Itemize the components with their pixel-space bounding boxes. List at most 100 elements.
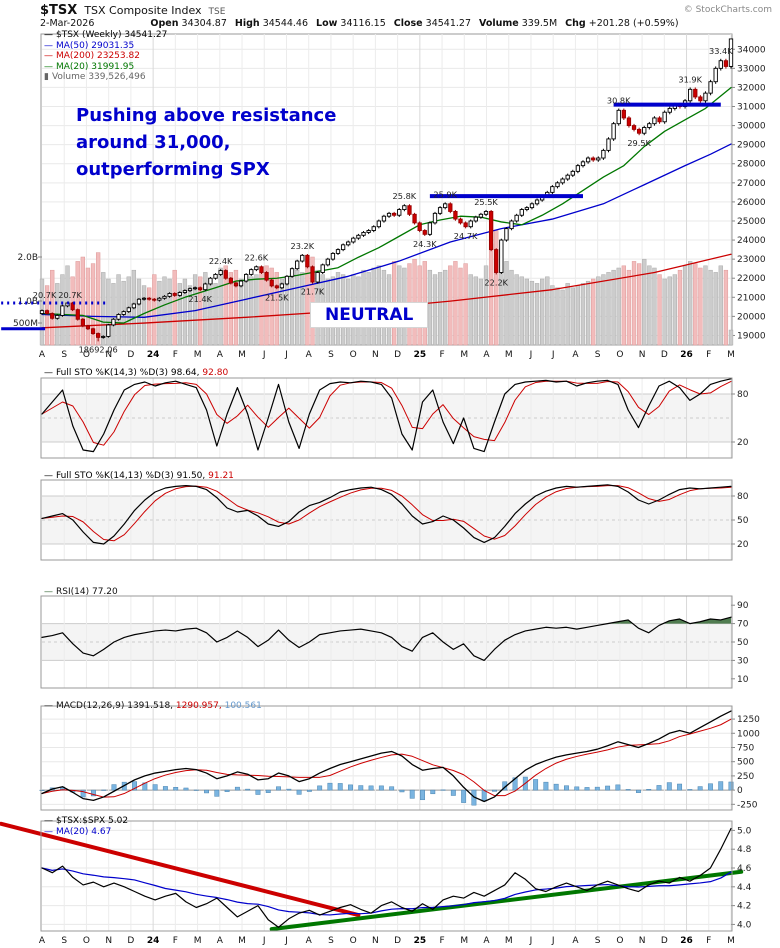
svg-text:D: D: [127, 350, 134, 360]
svg-text:22.6K: 22.6K: [245, 252, 269, 262]
svg-text:F: F: [439, 936, 444, 946]
svg-text:N: N: [639, 936, 646, 946]
svg-text:50: 50: [737, 516, 749, 526]
svg-text:25000: 25000: [737, 217, 766, 227]
svg-text:J: J: [551, 350, 555, 360]
annotation-headline: Pushing above resistance around 31,000, …: [76, 102, 336, 183]
svg-text:M: M: [238, 936, 246, 946]
symbol: $TSX: [40, 3, 78, 18]
svg-text:D: D: [394, 350, 401, 360]
line-glyph: —: [44, 61, 53, 72]
svg-text:4.6: 4.6: [737, 864, 752, 874]
price-chart-panel: 34000 33000 32000 31000 30000 29000 28000 27000…: [0, 28, 780, 362]
sto-slow-legend: — Full STO %K(14,13) %D(3) 91.50, 91.21: [44, 471, 234, 482]
quote-change: Chg +201.28 (+0.59%): [565, 18, 679, 29]
svg-text:A: A: [483, 350, 490, 360]
tsx-spx-ratio-panel: 5.0 4.8 4.6 4.4 4.2 4.0 A S O N D 24 F M A M J J A S O N D 25 F M…: [0, 813, 780, 948]
svg-text:27000: 27000: [737, 179, 766, 189]
svg-text:D: D: [661, 350, 668, 360]
svg-text:F: F: [706, 936, 711, 946]
svg-text:22000: 22000: [737, 274, 766, 284]
rsi-value: 77.20: [91, 587, 118, 597]
svg-text:J: J: [551, 936, 555, 946]
svg-text:24000: 24000: [737, 236, 766, 246]
line-glyph: —: [44, 30, 53, 40]
svg-text:4.4: 4.4: [737, 883, 752, 893]
svg-text:21.4K: 21.4K: [188, 294, 212, 304]
line-glyph: —: [44, 816, 53, 826]
svg-text:33000: 33000: [737, 64, 766, 74]
svg-text:21.7K: 21.7K: [301, 287, 325, 297]
svg-text:O: O: [616, 936, 623, 946]
svg-text:24.3K: 24.3K: [413, 239, 437, 249]
quote-volume: Volume 339.5M: [479, 18, 558, 29]
quote-high: High 34544.46: [234, 18, 309, 29]
quote-row: 2-Mar-2026 Open 34304.87 High 34544.46 L…: [40, 18, 679, 29]
legend-value: 29031.35: [91, 40, 135, 51]
headline-line-1: Pushing above resistance: [76, 105, 337, 126]
svg-text:A: A: [217, 936, 224, 946]
svg-text:O: O: [350, 350, 357, 360]
svg-text:20: 20: [737, 540, 749, 550]
svg-text:750: 750: [737, 743, 754, 753]
d-value: 91.21: [208, 471, 234, 481]
svg-text:S: S: [61, 350, 67, 360]
svg-text:4.8: 4.8: [737, 845, 752, 855]
svg-text:30.8K: 30.8K: [607, 96, 631, 106]
svg-text:1250: 1250: [737, 715, 760, 725]
legend-row-ma50: — MA(50) 29031.35: [44, 41, 167, 52]
sto-fast-panel: 80 20: [0, 365, 780, 461]
legend-label: MA(200): [56, 51, 95, 61]
svg-text:29000: 29000: [737, 141, 766, 151]
svg-text:M: M: [727, 936, 735, 946]
legend-label: $TSX:$SPX: [56, 816, 106, 826]
svg-text:A: A: [217, 350, 224, 360]
legend-label: RSI(14): [56, 587, 90, 597]
line-glyph: —: [44, 701, 53, 711]
svg-text:18692.06: 18692.06: [79, 344, 118, 354]
exchange: TSE: [208, 7, 226, 17]
svg-text:J: J: [284, 936, 288, 946]
svg-text:N: N: [372, 936, 379, 946]
svg-text:4.2: 4.2: [737, 902, 751, 912]
sto-slow-panel: 80 50 20: [0, 468, 780, 564]
signal-value: 1290.957,: [175, 701, 222, 711]
svg-text:24: 24: [147, 936, 160, 946]
legend-row-ma20: — MA(20) 31991.95: [44, 62, 167, 73]
line-glyph: —: [44, 587, 53, 597]
svg-text:A: A: [572, 936, 579, 946]
svg-text:J: J: [262, 350, 266, 360]
svg-text:21.5K: 21.5K: [265, 292, 289, 302]
svg-text:N: N: [105, 350, 112, 360]
svg-text:S: S: [595, 350, 601, 360]
svg-text:O: O: [83, 350, 90, 360]
svg-text:S: S: [61, 936, 67, 946]
svg-text:S: S: [328, 350, 334, 360]
quote-low: Low 34116.15: [316, 18, 386, 29]
svg-text:A: A: [572, 350, 579, 360]
svg-text:25.5K: 25.5K: [474, 197, 498, 207]
svg-text:M: M: [194, 350, 202, 360]
svg-text:N: N: [639, 350, 646, 360]
svg-text:A: A: [306, 350, 313, 360]
rsi-legend: — RSI(14) 77.20: [44, 587, 118, 598]
legend-value: 34541.27: [124, 30, 168, 40]
svg-text:20: 20: [737, 438, 749, 448]
svg-text:20000: 20000: [737, 312, 766, 322]
svg-text:M: M: [505, 936, 513, 946]
svg-text:M: M: [194, 936, 202, 946]
line-glyph: —: [44, 40, 53, 51]
svg-text:A: A: [39, 350, 46, 360]
svg-text:80: 80: [737, 492, 749, 502]
macd-value: 1391.518,: [127, 701, 174, 711]
svg-text:33.4K: 33.4K: [709, 46, 733, 56]
svg-text:D: D: [661, 936, 668, 946]
quote-close: Close 34541.27: [393, 18, 471, 29]
svg-text:10: 10: [737, 675, 749, 685]
stockcharts-copyright-link[interactable]: © StockCharts.com: [683, 5, 772, 15]
line-glyph: —: [44, 826, 53, 837]
svg-text:F: F: [173, 936, 178, 946]
svg-text:D: D: [394, 936, 401, 946]
svg-text:22.4K: 22.4K: [209, 256, 233, 266]
svg-text:25.9K: 25.9K: [433, 189, 457, 199]
